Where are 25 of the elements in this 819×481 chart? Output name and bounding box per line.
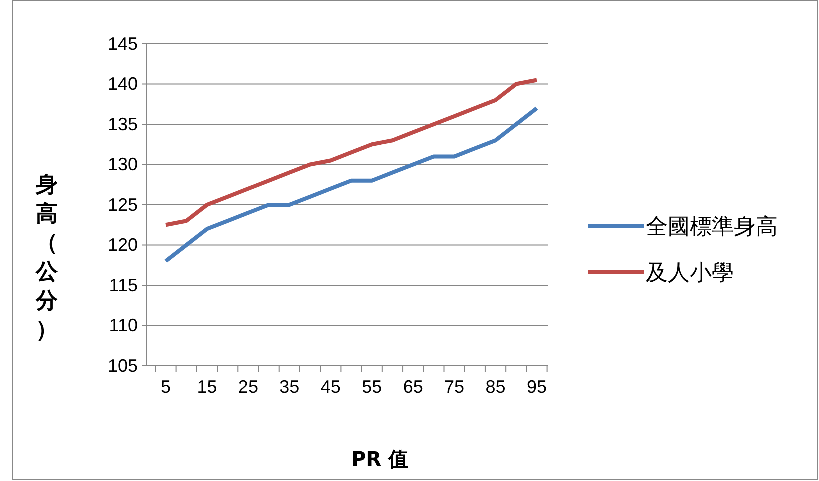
x-tick-label: 5 <box>160 376 172 397</box>
y-tick-label: 105 <box>108 356 138 376</box>
x-tick-label: 15 <box>197 376 218 397</box>
x-axis-title: PR 值 <box>351 447 409 471</box>
x-tick-label: 65 <box>403 376 424 397</box>
line-series <box>164 106 539 264</box>
x-tick-label: 95 <box>526 376 548 397</box>
y-tick-label: 115 <box>109 275 138 296</box>
y-tick-label: 120 <box>108 235 138 256</box>
y-tick-label: 130 <box>108 154 138 175</box>
legend-label: 及人小學 <box>646 261 734 286</box>
y-tick-label: 110 <box>109 316 138 336</box>
x-tick-label: 45 <box>320 376 341 397</box>
y-tick-label: 135 <box>108 114 138 134</box>
line-series <box>164 78 539 228</box>
x-tick-label: 85 <box>486 376 506 397</box>
x-tick-label: 75 <box>444 376 465 397</box>
x-tick-label: 25 <box>238 376 258 397</box>
x-tick-label: 35 <box>280 376 300 397</box>
y-tick-label: 125 <box>108 194 138 215</box>
y-tick-label: 145 <box>108 34 138 54</box>
legend-label: 全國標準身高 <box>646 215 778 240</box>
x-tick-label: 55 <box>362 376 382 397</box>
y-tick-label: 140 <box>108 74 138 94</box>
y-axis-title: 身高（公分） <box>35 173 59 343</box>
